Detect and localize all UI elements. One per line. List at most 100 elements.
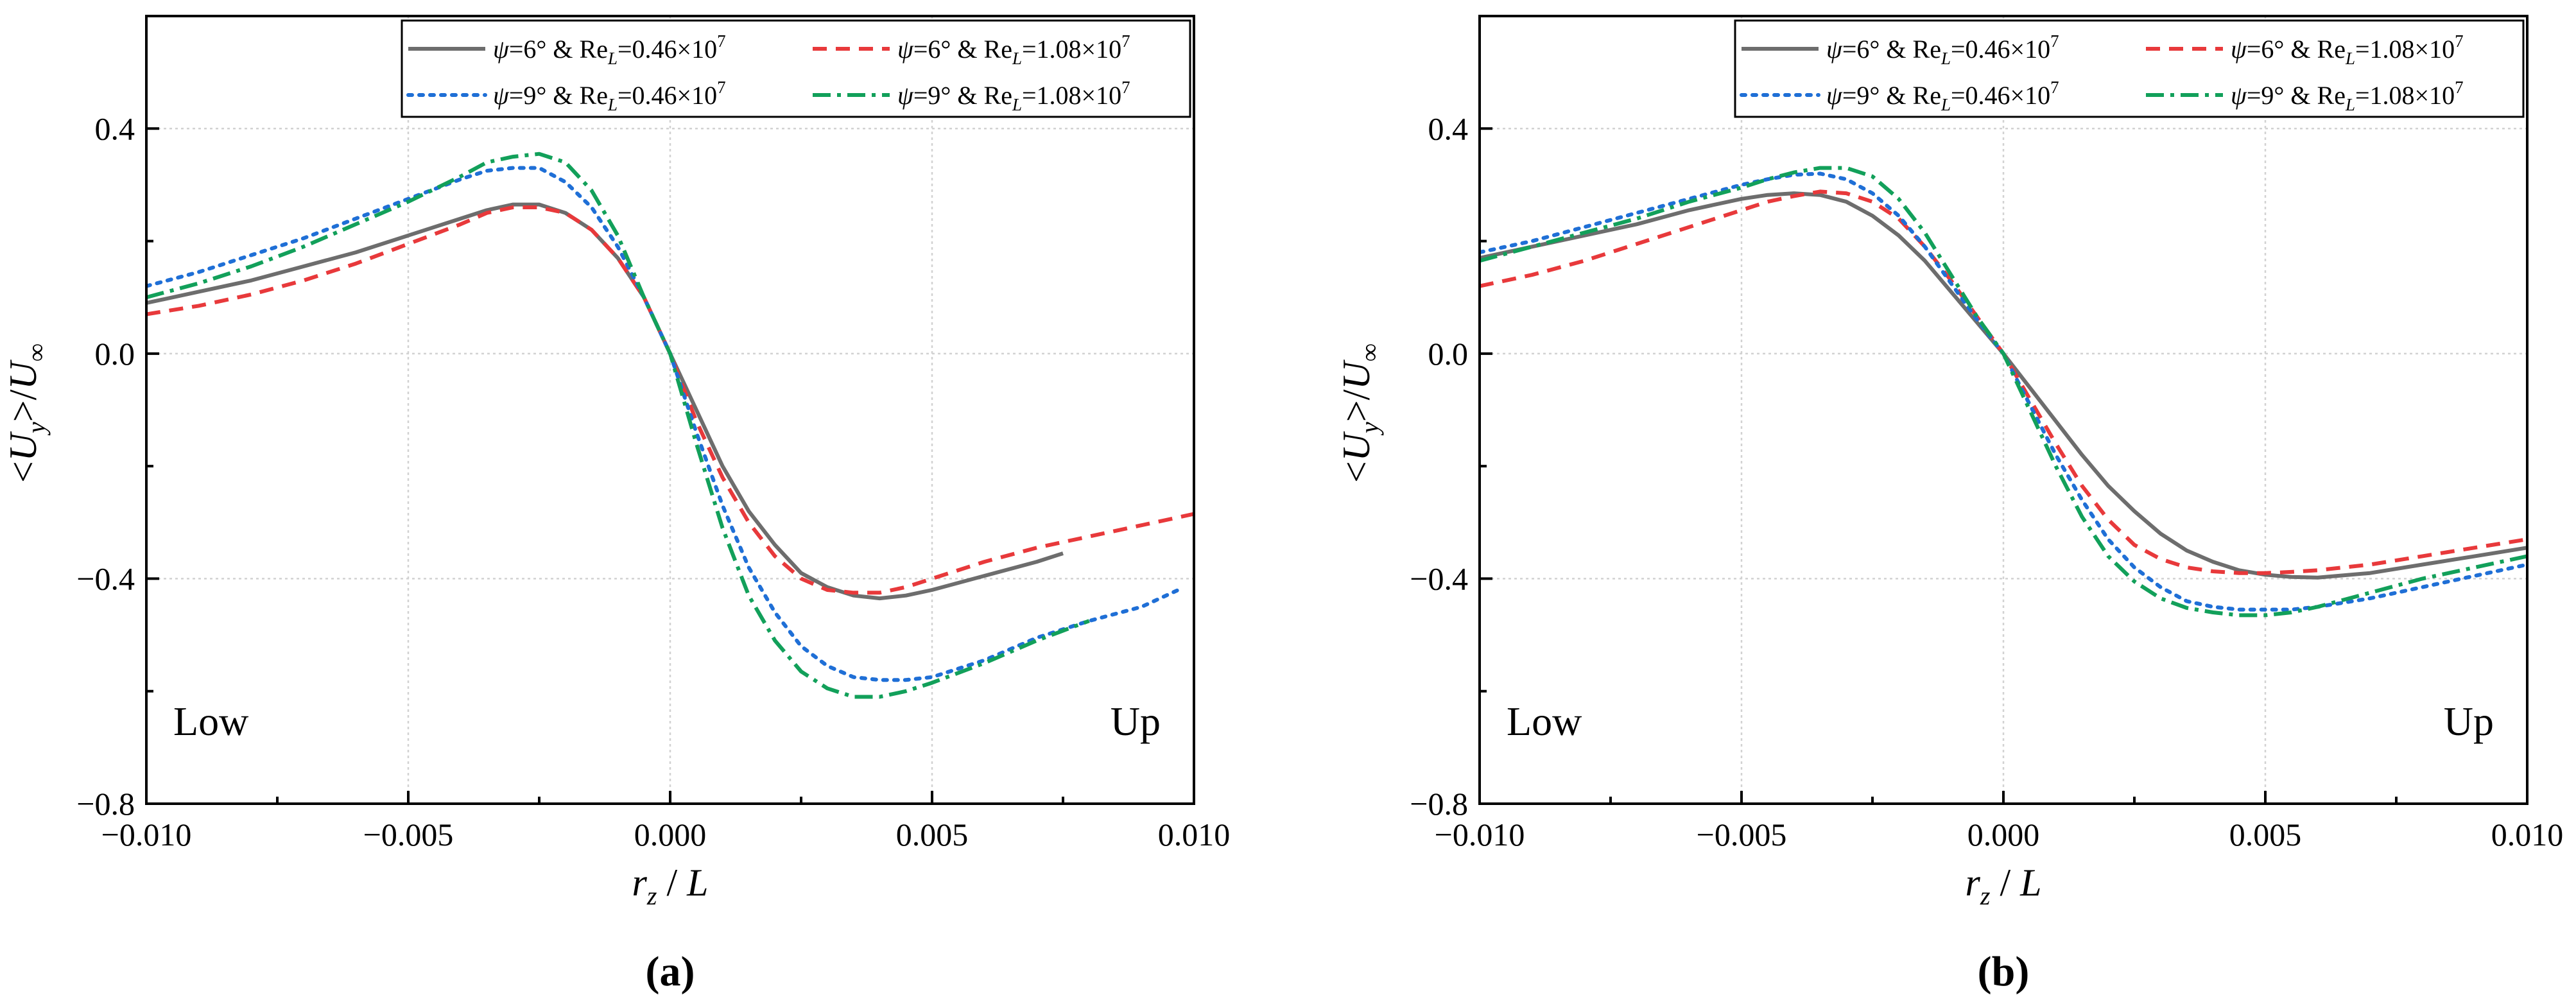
y-label-sub: y [22, 422, 51, 436]
y-tick-label: 0.0 [95, 336, 135, 372]
series-line-4 [1480, 166, 2527, 618]
legend-psi: ψ [897, 81, 914, 110]
y-label-u2: U [2, 359, 44, 390]
x-label-r: r [1966, 861, 1981, 904]
legend-eq: =6° & Re [913, 35, 1012, 64]
y-tick-label: 0.4 [95, 110, 135, 146]
x-label-r: r [632, 861, 648, 904]
legend-sub: L [1012, 49, 1022, 68]
x-tick-label: 0.005 [2229, 817, 2302, 853]
y-tick-label: 0.4 [1428, 110, 1469, 146]
y-label-close: >/ [2, 389, 44, 422]
y-label-open: < [2, 461, 44, 483]
annotation-low: Low [173, 698, 248, 744]
x-tick-label: 0.005 [896, 817, 969, 853]
legend-exp: 7 [2050, 78, 2059, 97]
panel-b: −0.010 −0.005 0.000 0.005 0.010 −0.8 −0.4 0.0 0.… [1335, 15, 2564, 995]
legend-sub: L [1941, 95, 1951, 114]
x-label-sub: z [646, 881, 657, 910]
y-tick-label: −0.4 [76, 560, 135, 596]
legend-psi: ψ [1826, 81, 1843, 110]
legend-entry-2: ψ=6° & ReL=1.08×107 [897, 31, 1130, 68]
y-tick-label: −0.8 [76, 786, 135, 822]
legend-eq: =9° & Re [1842, 81, 1941, 110]
legend-box [401, 19, 1191, 118]
legend-entry-4: ψ=9° & ReL=1.08×107 [2231, 78, 2464, 114]
legend-entry-1: ψ=6° & ReL=0.46×107 [1826, 31, 2059, 68]
y-label-u: U [2, 431, 44, 461]
y-label-close: >/ [1335, 389, 1378, 422]
x-label-sub: z [1980, 881, 1991, 910]
legend-value: =1.08×10 [1022, 81, 1121, 110]
legend-psi: ψ [493, 81, 510, 110]
y-label-inf: ∞ [22, 343, 51, 362]
legend-eq: =6° & Re [509, 35, 608, 64]
x-tick-label: 0.000 [1967, 817, 2040, 853]
y-tick-label: −0.4 [1410, 560, 1468, 596]
series-line-3 [1480, 171, 2527, 612]
legend-psi: ψ [2231, 35, 2247, 64]
legend-value: =0.46×10 [1951, 81, 2050, 110]
y-tick-label: −0.8 [1410, 786, 1468, 822]
legend-psi: ψ [1826, 35, 1843, 64]
legend-exp: 7 [2050, 31, 2059, 51]
x-label-L: L [2019, 861, 2041, 904]
legend-psi: ψ [897, 35, 914, 64]
legend-value: =0.46×10 [1951, 35, 2050, 64]
legend-eq: =9° & Re [913, 81, 1012, 110]
legend-psi: ψ [493, 35, 510, 64]
legend-value: =1.08×10 [1022, 35, 1121, 64]
x-label-slash: / [1990, 861, 2020, 904]
legend-exp: 7 [1121, 78, 1130, 97]
y-label-sub: y [1355, 422, 1384, 436]
y-axis-label: <Uy>/U∞ [1335, 343, 1384, 483]
panel-label: (a) [646, 948, 695, 995]
x-label-L: L [686, 861, 708, 904]
x-tick-label: −0.010 [101, 817, 192, 853]
legend-eq: =6° & Re [1842, 35, 1941, 64]
y-label-inf: ∞ [1355, 343, 1384, 362]
x-axis-label: rz / L [1966, 861, 2042, 910]
legend-entry-3: ψ=9° & ReL=0.46×107 [493, 78, 726, 114]
legend-entry-1: ψ=6° & ReL=0.46×107 [493, 31, 726, 68]
series-group [1480, 166, 2527, 618]
series-line-1 [1480, 191, 2527, 580]
legend-box [1734, 19, 2525, 118]
legend-value: =1.08×10 [2355, 81, 2455, 110]
x-axis-label: rz / L [632, 861, 709, 910]
legend-exp: 7 [717, 31, 726, 51]
legend-psi: ψ [2231, 81, 2247, 110]
legend-exp: 7 [2455, 78, 2464, 97]
panel-label: (b) [1978, 948, 2030, 995]
series-group [146, 151, 1194, 699]
legend-entry-3: ψ=9° & ReL=0.46×107 [1826, 78, 2059, 114]
x-tick-label: −0.010 [1435, 817, 1525, 853]
legend-entry-4: ψ=9° & ReL=1.08×107 [897, 78, 1130, 114]
legend-entry-2: ψ=6° & ReL=1.08×107 [2231, 31, 2464, 68]
x-tick-label: −0.005 [363, 817, 454, 853]
legend-eq: =9° & Re [509, 81, 608, 110]
legend-sub: L [607, 95, 618, 114]
legend-eq: =9° & Re [2247, 81, 2346, 110]
legend-sub: L [1012, 95, 1022, 114]
legend-exp: 7 [2455, 31, 2464, 51]
x-tick-label: 0.010 [1158, 817, 1231, 853]
annotation-up: Up [2444, 698, 2494, 744]
legend-eq: =6° & Re [2247, 35, 2346, 64]
legend-exp: 7 [717, 78, 726, 97]
legend-sub: L [607, 49, 618, 68]
series-line-4 [146, 151, 1090, 699]
panel-a: −0.010 −0.005 0.000 0.005 0.010 −0.8 −0.4 0.0 0.… [2, 15, 1231, 995]
x-label-slash: / [657, 861, 687, 904]
legend-value: =0.46×10 [618, 35, 717, 64]
x-tick-label: 0.010 [2491, 817, 2564, 853]
legend-value: =1.08×10 [2355, 35, 2455, 64]
x-tick-label: 0.000 [634, 817, 707, 853]
legend-exp: 7 [1121, 31, 1130, 51]
legend-sub: L [2345, 49, 2355, 68]
legend-sub: L [1941, 49, 1951, 68]
legend-sub: L [2345, 95, 2355, 114]
legend-value: =0.46×10 [618, 81, 717, 110]
annotation-up: Up [1111, 698, 1161, 744]
